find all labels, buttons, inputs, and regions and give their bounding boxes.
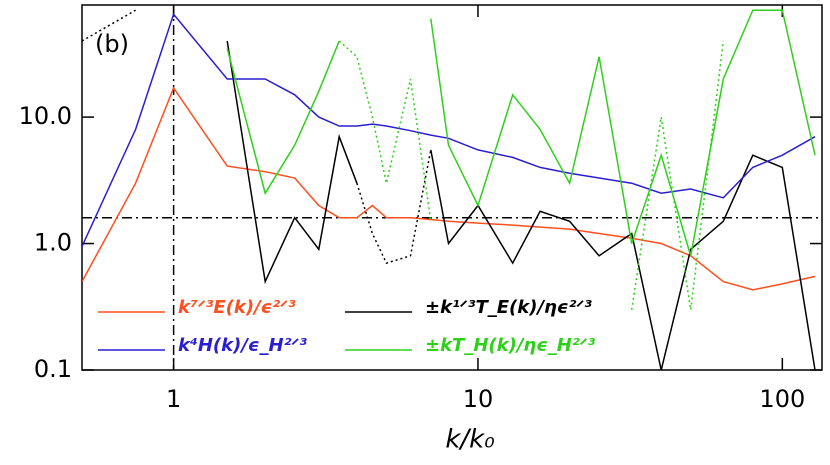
y-tick-label: 0.1 xyxy=(34,355,72,383)
x-tick-label: 1 xyxy=(166,385,181,413)
series-line xyxy=(82,12,816,247)
plot-frame xyxy=(81,4,823,371)
series-line xyxy=(82,86,816,291)
series-line-dotted xyxy=(338,40,725,310)
legend-label: k⁷ᐟ³E(k)/ϵ²ᐟ³ xyxy=(178,297,296,318)
y-tick-label: 10.0 xyxy=(19,102,72,130)
series-line-dotted xyxy=(82,9,432,265)
legend-label: ±kT_H(k)/ηϵ_H²ᐟ³ xyxy=(425,335,595,356)
series-line xyxy=(226,9,816,257)
plot-area xyxy=(82,5,822,370)
y-tick-label: 1.0 xyxy=(34,229,72,257)
annotation: (b) xyxy=(95,30,129,58)
legend-label: ±k¹ᐟ³T_E(k)/ηϵ²ᐟ³ xyxy=(425,297,592,318)
x-tick-label: 100 xyxy=(759,385,805,413)
x-axis-label: k/k₀ xyxy=(445,425,495,455)
series-line xyxy=(226,40,816,370)
x-tick-label: 10 xyxy=(463,385,494,413)
legend-label: k⁴H(k)/ϵ_H²ᐟ³ xyxy=(178,335,307,356)
